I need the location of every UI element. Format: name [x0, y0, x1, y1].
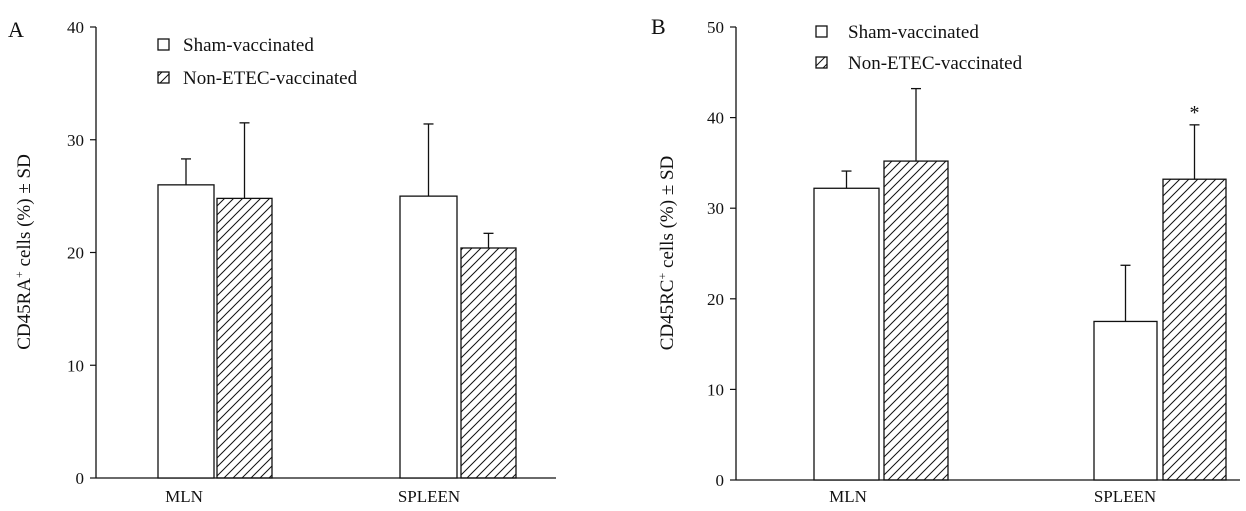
panel-b-legend-label-non-etec: Non-ETEC-vaccinated [848, 53, 1023, 74]
x-tick-label: SPLEEN [398, 487, 460, 506]
panel-a-y-axis-label-rest: cells (%) ± SD [14, 154, 35, 271]
bar-mln-non-etec-vaccinated [216, 197, 273, 479]
y-tick-label: 30 [67, 131, 84, 150]
y-tick-label: 40 [707, 109, 724, 128]
panel-b-legend-label-sham: Sham-vaccinated [848, 22, 979, 43]
legend-swatch-hatched [815, 56, 828, 69]
legend-swatch-hatched [157, 71, 170, 84]
y-tick-label: 20 [707, 290, 724, 309]
panel-a-legend: Sham-vaccinated Non-ETEC-vaccinated [157, 35, 358, 89]
panel-b-label: B [651, 14, 666, 39]
panel-a-y-axis-label-sup: + [12, 271, 26, 278]
panel-a-y-axis-label-main: CD45RA [14, 278, 35, 350]
panel-b-annotations: * [1190, 102, 1200, 124]
panel-b-legend: Sham-vaccinated Non-ETEC-vaccinated [815, 22, 1023, 74]
bar-mln-non-etec-vaccinated [883, 160, 949, 481]
bar-spleen-non-etec-vaccinated [1162, 178, 1227, 481]
panel-b-y-axis-label-sup: + [655, 273, 669, 280]
panel-a-legend-label-non-etec: Non-ETEC-vaccinated [183, 68, 358, 89]
panel-b-y-axis-label: CD45RC+ cells (%) ± SD [655, 156, 678, 351]
panel-b-y-axis-label-main: CD45RC [657, 280, 678, 351]
panel-a-legend-label-sham: Sham-vaccinated [183, 35, 314, 56]
panel-a: A 0 10 20 30 40 CD45RA+ cells (%) ± SD MLN SP… [8, 17, 556, 506]
panel-b-legend-item-non-etec: Non-ETEC-vaccinated [815, 53, 1023, 74]
y-tick-label: 50 [707, 18, 724, 37]
panel-a-y-axis: 0 10 20 30 40 [67, 18, 97, 488]
legend-swatch-open [815, 25, 828, 38]
panel-b-y-axis-label-rest: cells (%) ± SD [657, 156, 678, 273]
panel-a-bars [157, 122, 517, 479]
panel-b-y-axis: 0 10 20 30 40 50 [707, 18, 737, 490]
bar-mln-sham-vaccinated [157, 184, 215, 479]
panel-a-legend-item-non-etec: Non-ETEC-vaccinated [157, 68, 358, 89]
panel-b-legend-item-sham: Sham-vaccinated [815, 22, 979, 43]
bar-spleen-sham-vaccinated [399, 195, 458, 479]
panel-a-label: A [8, 17, 24, 42]
significance-mark: * [1190, 102, 1200, 124]
legend-swatch-open [157, 38, 170, 51]
panel-b-bars [813, 87, 1227, 481]
panel-b-x-tick-labels: MLN SPLEEN [829, 487, 1156, 506]
panel-a-y-axis-label: CD45RA+ cells (%) ± SD [12, 154, 35, 350]
bar-spleen-non-etec-vaccinated [460, 247, 517, 479]
y-tick-label: 0 [716, 471, 725, 490]
x-tick-label: MLN [165, 487, 203, 506]
panel-a-legend-item-sham: Sham-vaccinated [157, 35, 314, 56]
x-tick-label: MLN [829, 487, 867, 506]
bar-mln-sham-vaccinated [813, 187, 880, 481]
y-tick-label: 10 [67, 356, 84, 375]
x-tick-label: SPLEEN [1094, 487, 1156, 506]
panel-b: B 0 10 20 30 40 50 CD45RC+ cells (%) ± SD MLN… [651, 14, 1240, 506]
y-tick-label: 20 [67, 244, 84, 263]
panel-a-x-tick-labels: MLN SPLEEN [165, 487, 460, 506]
y-tick-label: 10 [707, 380, 724, 399]
y-tick-label: 30 [707, 199, 724, 218]
bar-spleen-sham-vaccinated [1093, 320, 1158, 481]
y-tick-label: 40 [67, 18, 84, 37]
y-tick-label: 0 [76, 469, 85, 488]
